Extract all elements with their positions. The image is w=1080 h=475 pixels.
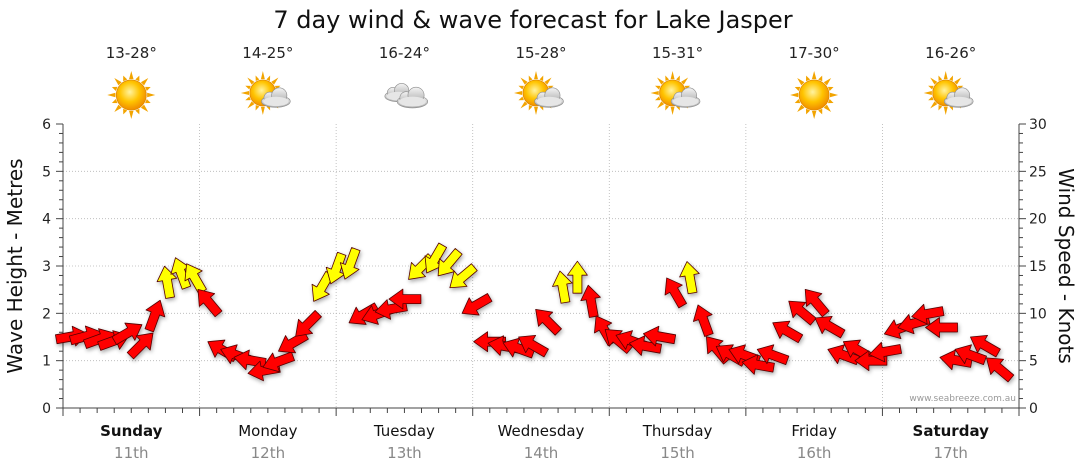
wind-arrow (679, 261, 700, 295)
right-axis-title: Wind Speed - Knots (1054, 168, 1078, 364)
temperature-label: 16-26° (925, 44, 976, 62)
day-label: Saturday (913, 422, 990, 440)
left-axis-title: Wave Height - Metres (3, 158, 27, 373)
chart-title: 7 day wind & wave forecast for Lake Jasp… (273, 6, 792, 34)
date-label: 16th (797, 444, 831, 462)
wind-arrow (461, 293, 493, 316)
wind-arrow (197, 288, 223, 318)
day-label: Monday (238, 422, 297, 440)
wind-arrow (262, 351, 295, 373)
wind-arrow (111, 322, 143, 345)
wind-arrow (925, 317, 958, 338)
sunny-icon (107, 71, 156, 119)
wind-arrow (642, 325, 677, 347)
partly-cloudy-icon (923, 71, 974, 115)
temperature-label: 14-25° (242, 44, 293, 62)
wind-arrow (580, 284, 601, 318)
wind-arrow (449, 263, 478, 289)
wind-arrow (954, 344, 987, 365)
date-label: 13th (387, 444, 421, 462)
right-tick-label: 30 (1029, 117, 1047, 133)
wind-arrow (854, 350, 888, 372)
wind-arrow (664, 277, 687, 309)
wind-arrow (295, 310, 322, 337)
wind-arrow (868, 341, 902, 363)
right-tick-label: 5 (1029, 354, 1038, 370)
partly-cloudy-icon (650, 71, 701, 115)
day-label: Wednesday (498, 422, 585, 440)
date-label: 15th (660, 444, 694, 462)
wind-arrow (535, 308, 562, 336)
temperature-label: 17-30° (789, 44, 840, 62)
wind-arrow (788, 300, 817, 326)
sunny-icon (790, 71, 839, 119)
partly-cloudy-icon (514, 71, 564, 115)
right-tick-label: 20 (1029, 212, 1047, 228)
right-tick-label: 10 (1029, 306, 1047, 322)
date-label: 11th (114, 444, 148, 462)
wind-arrow (741, 354, 775, 375)
left-tick-label: 2 (42, 306, 51, 322)
day-label: Tuesday (373, 422, 435, 440)
day-label: Friday (791, 422, 837, 440)
date-label: 17th (933, 444, 967, 462)
left-tick-label: 4 (42, 212, 51, 228)
day-label: Thursday (642, 422, 713, 440)
wind-arrow (804, 288, 830, 318)
wind-arrow (772, 320, 804, 344)
wind-arrow (567, 260, 588, 294)
cloudy-icon (384, 83, 429, 109)
right-tick-label: 15 (1029, 259, 1047, 275)
right-tick-label: 0 (1029, 401, 1038, 417)
wind-arrow (278, 330, 309, 354)
left-tick-label: 3 (42, 259, 51, 275)
left-tick-label: 0 (42, 401, 51, 417)
wind-arrow (939, 349, 973, 371)
wind-arrow (756, 344, 790, 365)
wind-arrow (388, 288, 422, 310)
date-label: 12th (251, 444, 285, 462)
wind-arrow (970, 334, 1001, 358)
right-tick-label: 25 (1029, 164, 1047, 180)
credit-label: www.seabreeze.com.au (909, 394, 1016, 404)
left-tick-label: 6 (42, 117, 51, 133)
wind-arrow (628, 335, 662, 356)
temperature-label: 15-28° (515, 44, 566, 62)
left-tick-label: 1 (42, 354, 51, 370)
wind-arrow (339, 247, 361, 280)
temperature-label: 13-28° (106, 44, 157, 62)
wind-arrow (518, 334, 549, 358)
temperature-label: 15-31° (652, 44, 703, 62)
temperature-label: 16-24° (379, 44, 430, 62)
wind-arrow (552, 270, 573, 304)
wind-arrow (911, 303, 945, 325)
date-label: 14th (524, 444, 558, 462)
wind-arrow (986, 357, 1015, 383)
wind-arrow (692, 304, 714, 337)
wind-arrow (126, 332, 154, 360)
wind-arrow (814, 315, 846, 339)
day-label: Sunday (100, 422, 163, 440)
left-tick-label: 5 (42, 164, 51, 180)
wind-arrow (144, 299, 166, 333)
partly-cloudy-icon (240, 71, 291, 115)
